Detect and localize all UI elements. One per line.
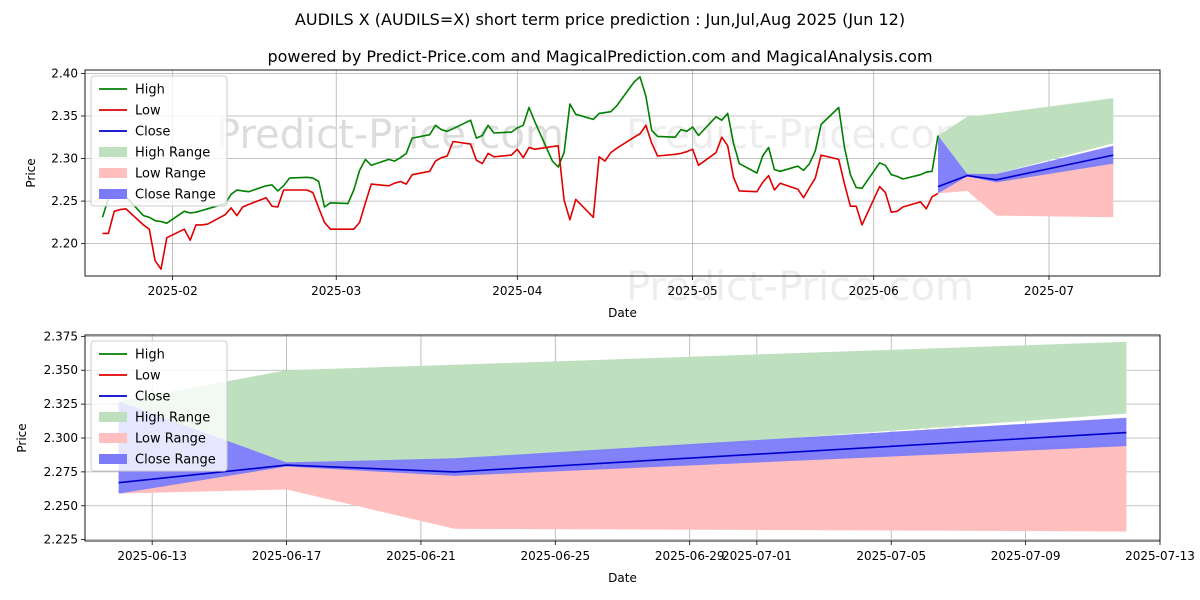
x-tick-label: 2025-06-17	[252, 549, 322, 563]
y-tick-label: 2.30	[51, 152, 78, 166]
legend-low-range-label: Low Range	[135, 432, 206, 447]
y-tick-label: 2.35	[51, 109, 78, 123]
x-tick-label: 2025-06-29	[655, 549, 725, 563]
y-tick-label: 2.25	[51, 194, 78, 208]
y-axis-label: Price	[15, 423, 29, 452]
y-tick-label: 2.250	[44, 499, 78, 513]
legend-close-label: Close	[135, 125, 170, 140]
x-tick-label: 2025-07-05	[856, 549, 926, 563]
legend-high-range-swatch	[99, 147, 127, 157]
legend-high-label: High	[135, 348, 165, 363]
y-tick-label: 2.40	[51, 66, 78, 80]
x-tick-label: 2025-06	[849, 284, 899, 298]
legend-low-range-label: Low Range	[135, 167, 206, 182]
legend-close-range-label: Close Range	[135, 453, 216, 468]
legend-low-range-swatch	[99, 433, 127, 443]
y-tick-label: 2.325	[44, 397, 78, 411]
y-tick-label: 2.350	[44, 363, 78, 377]
legend-high-label: High	[135, 83, 165, 98]
low-price-line	[102, 124, 939, 271]
bottom-forecast-panel: Predict-Price.comPredict-Price.com2025-0…	[15, 329, 1195, 585]
top-price-panel: Predict-Price.com Predict-Price.com Predic…	[24, 66, 1161, 320]
x-tick-label: 2025-07-01	[722, 549, 792, 563]
chart-title: AUDILS X (AUDILS=X) short term price pre…	[295, 10, 905, 29]
y-tick-label: 2.300	[44, 431, 78, 445]
high-range-band	[938, 98, 1114, 174]
legend-close-label: Close	[135, 390, 170, 405]
y-tick-label: 2.20	[51, 237, 78, 251]
legend-low-label: Low	[135, 369, 161, 384]
legend-high-range-label: High Range	[135, 411, 210, 426]
close-range-band	[118, 401, 1127, 494]
legend-low-range-swatch	[99, 168, 127, 178]
legend-close-range-swatch	[99, 454, 127, 464]
watermark-text: Predict-Price.com	[216, 112, 564, 158]
close-range-band	[938, 135, 1114, 194]
x-tick-label: 2025-02	[148, 284, 198, 298]
close-price-line	[937, 154, 1114, 188]
x-tick-label: 2025-06-13	[117, 549, 187, 563]
x-axis-label: Date	[608, 571, 637, 585]
watermark-text: Predict-Price.com	[216, 112, 564, 158]
watermark-text: Predict-Price.com	[626, 264, 974, 310]
legend-low-label: Low	[135, 104, 161, 119]
y-tick-label: 2.275	[44, 465, 78, 479]
y-tick-label: 2.225	[44, 533, 78, 547]
legend-high-range-swatch	[99, 412, 127, 422]
legend-high-range-label: High Range	[135, 146, 210, 161]
x-tick-label: 2025-06-25	[520, 549, 590, 563]
x-tick-label: 2025-04	[492, 284, 542, 298]
x-tick-label: 2025-07-09	[991, 549, 1061, 563]
legend-close-range-label: Close Range	[135, 188, 216, 203]
x-tick-label: 2025-07	[1024, 284, 1074, 298]
high-range-band	[118, 341, 1127, 463]
x-tick-label: 2025-06-21	[386, 549, 456, 563]
watermark-text: Predict-Price.com	[626, 112, 974, 158]
high-price-line	[101, 76, 939, 224]
y-tick-label: 2.375	[44, 329, 78, 343]
axes-frame	[84, 69, 1161, 277]
close-price-line	[118, 431, 1127, 484]
plot-area	[101, 76, 1114, 271]
x-tick-label: 2025-03	[311, 284, 361, 298]
x-tick-label: 2025-07-13	[1125, 549, 1195, 563]
legend-close-range-swatch	[99, 189, 127, 199]
chart-subtitle: powered by Predict-Price.com and Magical…	[267, 47, 932, 66]
plot-area	[118, 341, 1127, 532]
y-axis-label: Price	[24, 158, 38, 187]
x-axis-label: Date	[608, 306, 637, 320]
x-tick-label: 2025-05	[668, 284, 718, 298]
